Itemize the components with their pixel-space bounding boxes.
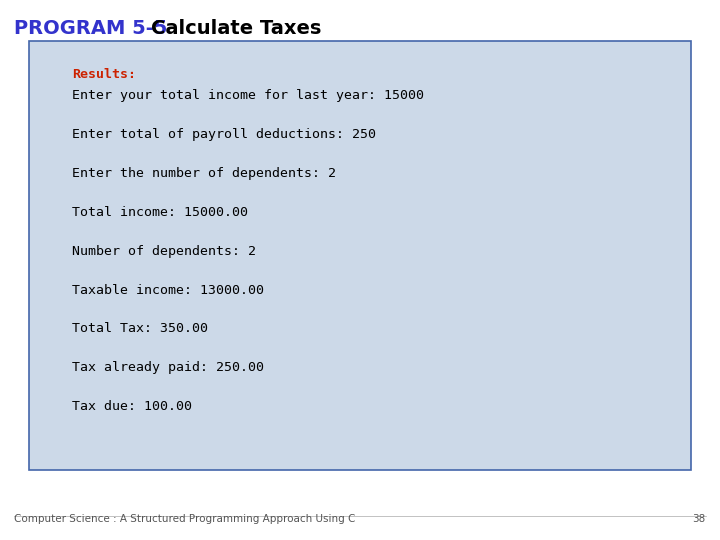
Text: Taxable income: 13000.00: Taxable income: 13000.00: [72, 284, 264, 296]
Text: Enter your total income for last year: 15000: Enter your total income for last year: 1…: [72, 89, 424, 102]
FancyBboxPatch shape: [29, 40, 691, 470]
Text: PROGRAM 5-5: PROGRAM 5-5: [14, 19, 168, 38]
Text: Total Tax: 350.00: Total Tax: 350.00: [72, 322, 208, 335]
Text: Computer Science : A Structured Programming Approach Using C: Computer Science : A Structured Programm…: [14, 514, 356, 524]
Text: Results:: Results:: [72, 68, 136, 80]
Text: Total income: 15000.00: Total income: 15000.00: [72, 206, 248, 219]
Text: 38: 38: [693, 514, 706, 524]
Text: Tax due: 100.00: Tax due: 100.00: [72, 400, 192, 413]
Text: Number of dependents: 2: Number of dependents: 2: [72, 245, 256, 258]
Text: Tax already paid: 250.00: Tax already paid: 250.00: [72, 361, 264, 374]
Text: Enter total of payroll deductions: 250: Enter total of payroll deductions: 250: [72, 128, 376, 141]
Text: Enter the number of dependents: 2: Enter the number of dependents: 2: [72, 167, 336, 180]
Text: Calculate Taxes: Calculate Taxes: [151, 19, 322, 38]
